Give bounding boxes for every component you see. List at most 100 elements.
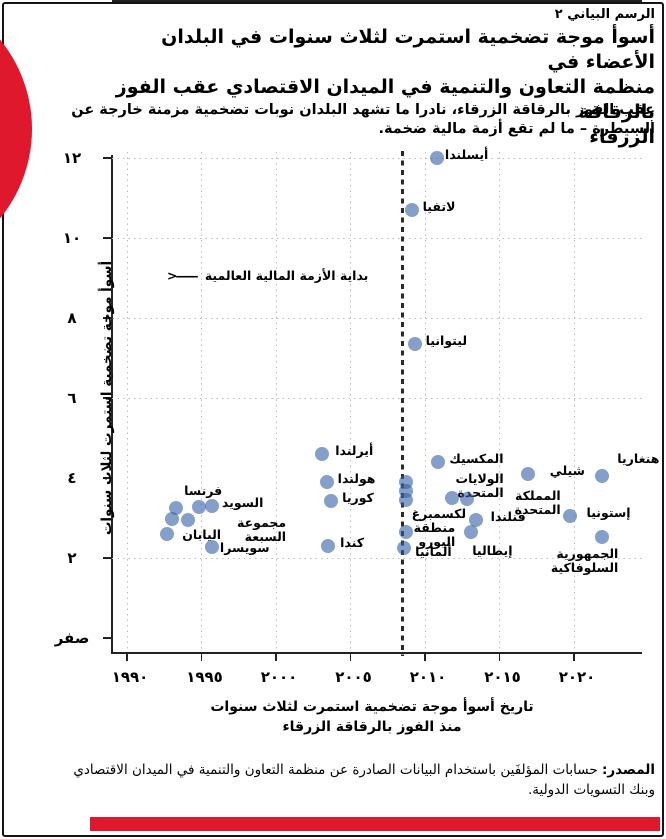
chart-subtitle: عقب الفوز بالرقاقة الزرقاء، نادرا ما تشه… [71,102,655,137]
source-text: حسابات المؤلفَين باستخدام البيانات الصاد… [73,762,655,798]
data-point [398,525,413,539]
horizontal-gridline [112,557,642,559]
reference-line [112,0,642,2]
point-label: لكسمبرغ [411,506,467,521]
x-tick-label: ٢٠١٥ [484,668,521,686]
point-label: مجموعة السبعة [236,515,287,545]
crisis-annotation-text: بداية الأزمة المالية العالمية [204,268,369,283]
y-axis-tick [103,477,112,479]
point-label: لاتفيا [422,199,456,214]
data-point [164,511,179,526]
y-axis-tick [103,157,112,159]
point-label: السويد [221,495,264,510]
point-label: الجمهورية السلوفاكية [550,545,619,576]
data-point [191,499,206,514]
data-point [520,467,535,481]
y-tick-label: ١٠ [62,229,82,247]
source-note: المصدر: حسابات المؤلفَين باستخدام البيان… [60,761,655,800]
y-axis-title: أسوأ موجة تضخمية استمرت لثلاث سنوات [99,260,115,536]
x-axis-tick [349,653,352,661]
horizontal-gridline [112,397,642,399]
crisis-annotation: بداية الأزمة المالية العالمية >—— [167,268,368,283]
x-tick-label: ٢٠٠٥ [335,668,372,686]
x-axis-tick [126,653,128,661]
x-axis-tick [200,653,203,661]
data-point [444,491,459,505]
chart-title: أسوأ موجة تضخمية استمرت لثلاث سنوات في ا… [115,26,655,148]
point-label: كندا [340,535,365,550]
point-label: ليتوانيا [425,333,468,348]
data-point [459,491,474,506]
vertical-gridline [350,152,351,650]
vertical-gridline [573,152,575,650]
data-point [407,337,422,351]
data-point [404,203,419,217]
y-tick-label: صفر [54,629,90,647]
x-axis-line [111,652,642,654]
source-label: المصدر: [601,762,655,778]
data-point [398,493,413,507]
data-point [397,541,412,555]
y-tick-label: ٦ [67,389,77,407]
x-tick-label: ٢٠٠٠ [260,668,298,686]
data-point [468,513,483,527]
horizontal-gridline [112,237,642,239]
point-label: ألمانيا [415,544,452,559]
crisis-dashed-line [401,151,405,656]
y-tick-label: ١٢ [62,149,82,167]
data-point [204,499,219,513]
data-point [562,509,577,523]
data-point [169,501,184,515]
x-tick-label: ١٩٩٥ [186,668,223,686]
point-label: فنلندا [490,509,526,524]
x-axis-title: تاريخ أسوأ موجة تضخمية استمرت لثلاث سنوا… [210,699,534,736]
y-axis-tick [103,557,112,559]
data-point [595,469,610,483]
data-point [324,493,339,508]
x-tick-label: ٢٠٢٠ [558,668,596,686]
point-label: أيسلندا [444,147,489,162]
point-label: إستونيا [586,505,631,520]
y-axis-line [111,155,113,653]
point-label: المملكة المتحدة [514,487,561,518]
data-point [204,539,219,554]
point-label: منطقة اليورو [413,520,456,550]
data-point [464,525,479,539]
point-label: هولندا [337,471,376,486]
figure-number-label: الرسم البياني ٢ [554,7,655,22]
y-axis-tick [103,637,112,639]
point-label: فرنسا [184,483,223,498]
vertical-gridline [499,152,500,650]
annotation-arrow-icon: >—— [166,268,199,283]
data-point [160,527,175,541]
point-label: أيرلندا [335,443,374,458]
data-point [319,475,334,489]
vertical-gridline [424,152,426,650]
y-axis-tick [103,237,112,239]
point-label: هنغاريا [617,451,660,466]
point-label: سويسرا [219,539,270,555]
x-tick-label: ٢٠١٠ [409,668,447,686]
data-point [429,151,444,165]
y-axis-tick [103,317,112,319]
x-axis-tick [275,653,277,661]
y-tick-label: ٢ [67,549,77,567]
point-label: كوريا [342,489,374,505]
x-axis-tick [573,653,575,661]
x-axis-tick [424,653,426,661]
point-label: شيلي [549,463,585,478]
point-label: اليابان [182,527,222,542]
data-point [181,513,196,527]
x-axis-tick [498,653,501,661]
horizontal-gridline [112,157,642,159]
vertical-gridline [275,152,277,650]
data-point [321,539,336,553]
data-point [431,455,446,469]
y-axis-tick [103,397,112,399]
x-tick-label: ١٩٩٠ [111,668,149,686]
vertical-gridline [126,152,128,650]
y-tick-label: ٤ [67,469,77,487]
